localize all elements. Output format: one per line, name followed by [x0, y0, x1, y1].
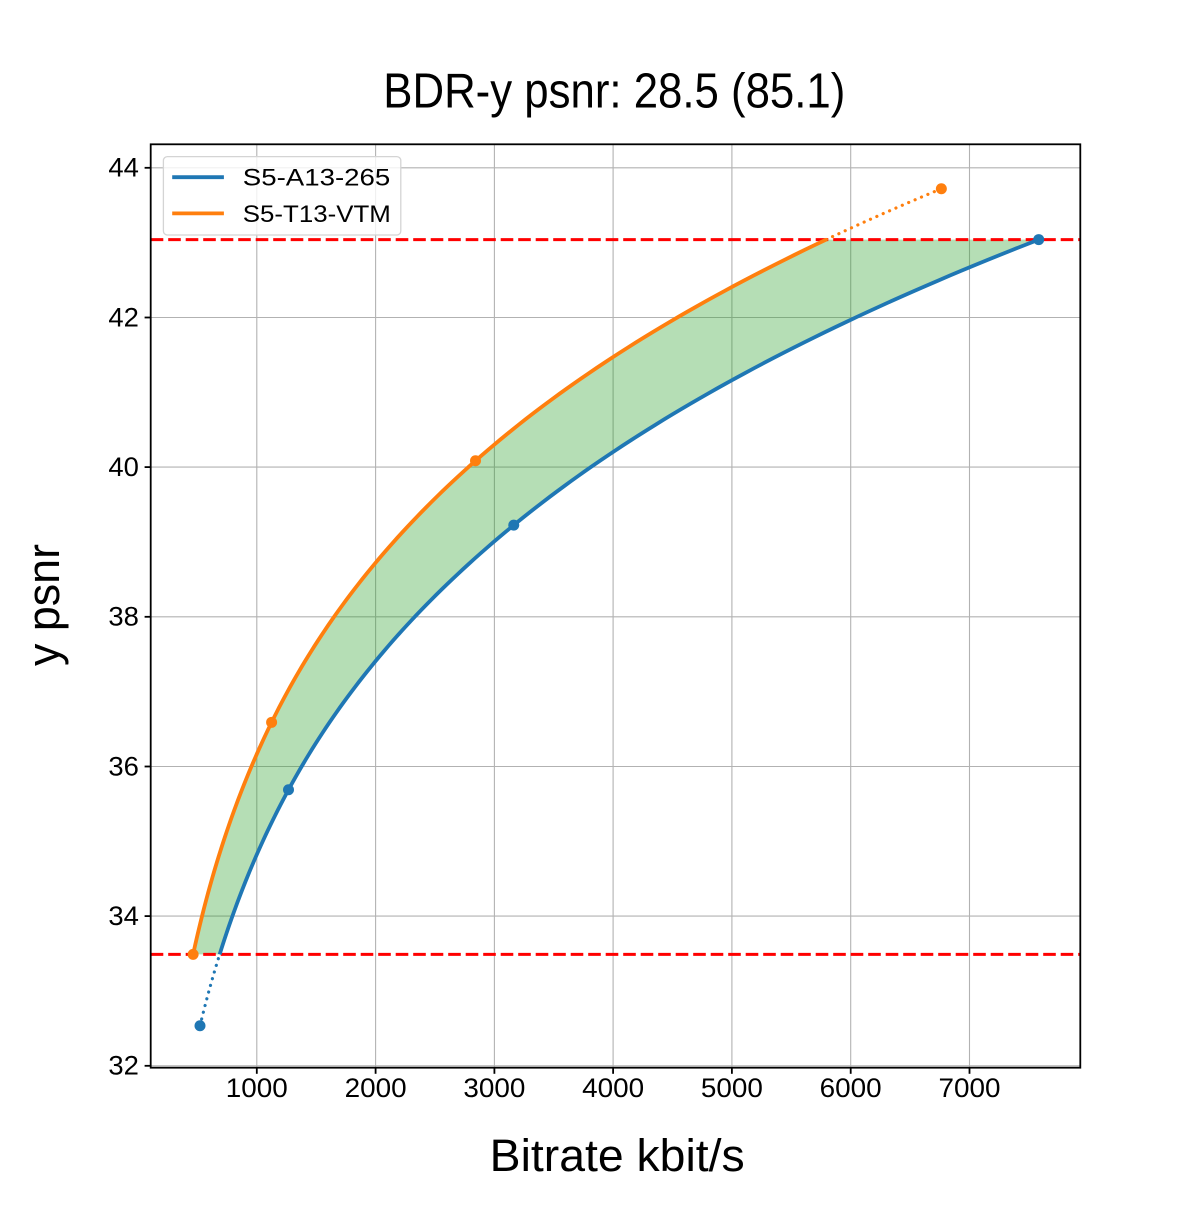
svg-text:40: 40: [108, 452, 139, 482]
svg-text:S5-A13-265: S5-A13-265: [243, 165, 390, 192]
svg-text:36: 36: [108, 751, 139, 781]
svg-text:42: 42: [108, 302, 139, 332]
svg-text:4000: 4000: [582, 1073, 644, 1103]
svg-text:BDR-y psnr: 28.5 (85.1): BDR-y psnr: 28.5 (85.1): [383, 65, 845, 119]
svg-text:44: 44: [108, 153, 139, 183]
svg-text:34: 34: [108, 901, 139, 931]
svg-text:2000: 2000: [345, 1073, 407, 1103]
svg-text:32: 32: [108, 1051, 139, 1081]
svg-text:5000: 5000: [701, 1073, 763, 1103]
svg-text:Bitrate kbit/s: Bitrate kbit/s: [490, 1130, 745, 1181]
svg-text:6000: 6000: [820, 1073, 882, 1103]
svg-text:3000: 3000: [463, 1073, 525, 1103]
svg-text:38: 38: [108, 602, 139, 632]
svg-text:7000: 7000: [939, 1073, 1001, 1103]
svg-text:y psnr: y psnr: [18, 544, 69, 666]
svg-text:S5-T13-VTM: S5-T13-VTM: [243, 201, 391, 228]
svg-text:1000: 1000: [226, 1073, 288, 1103]
